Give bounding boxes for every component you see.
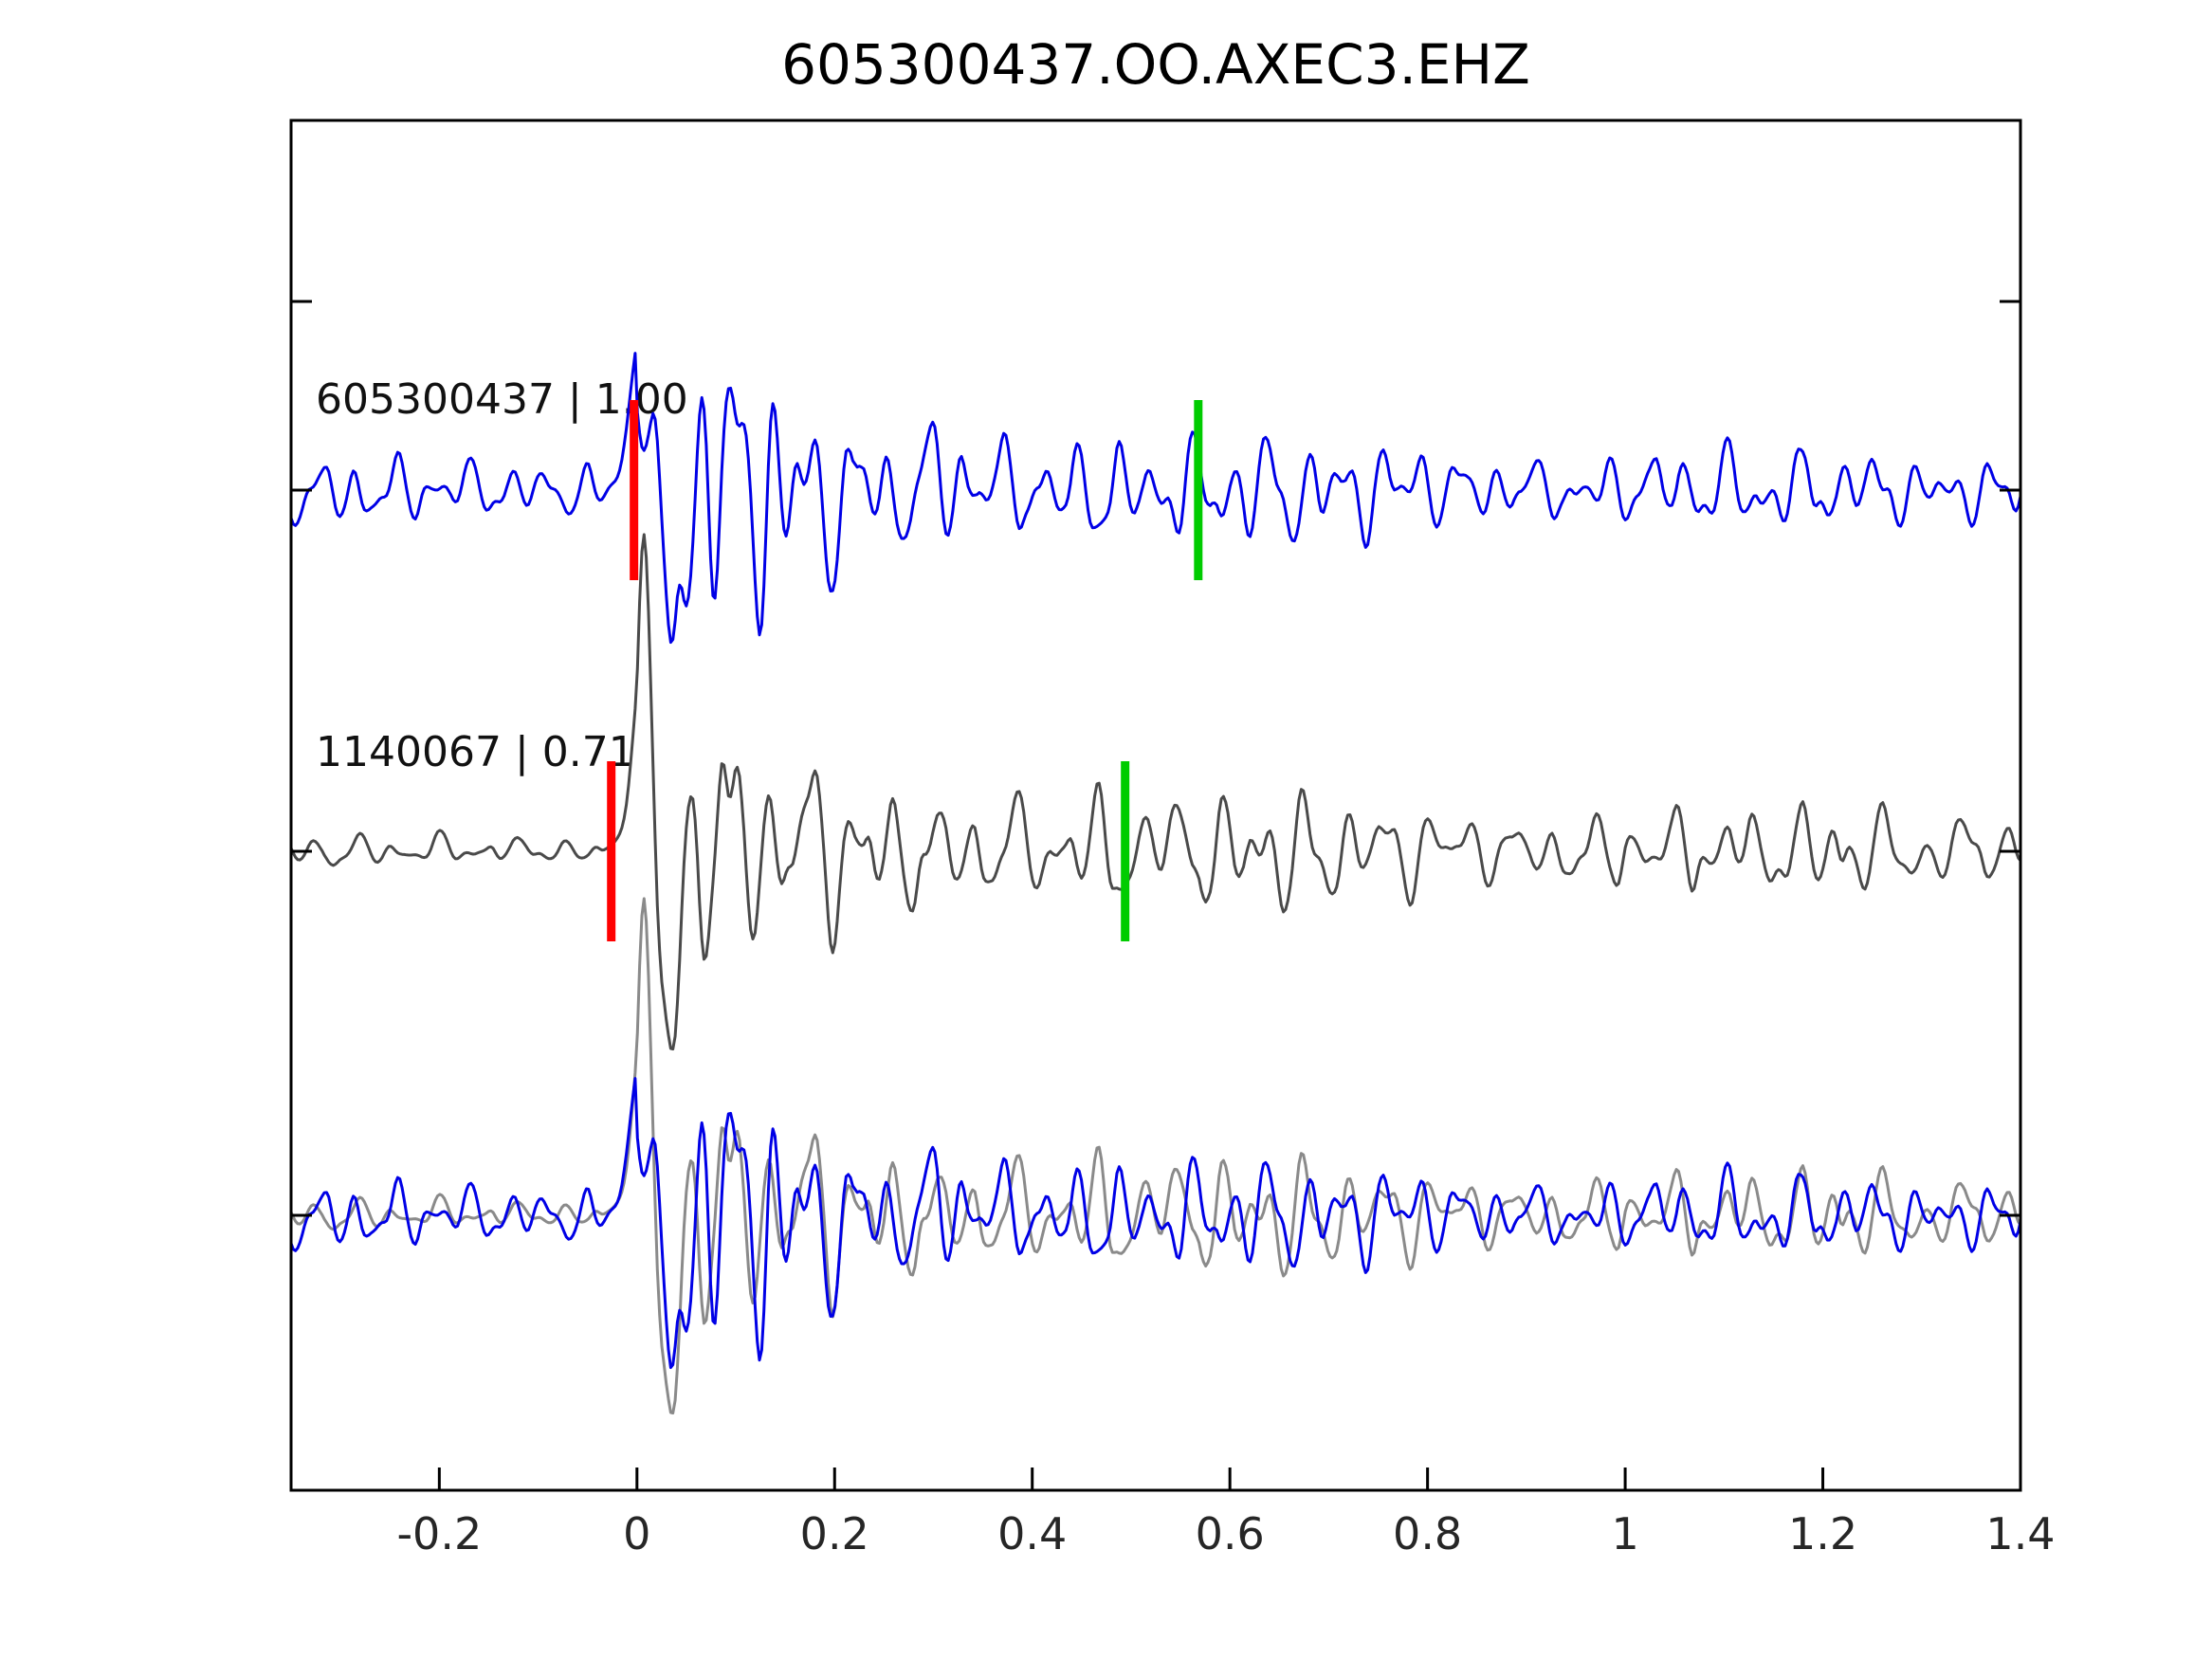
x-tick-label: -0.2 <box>396 1508 482 1559</box>
plot-border <box>289 118 2022 1492</box>
trace-label-detection: 1140067 | 0.71 <box>316 728 635 776</box>
figure-title: 605300437.OO.AXEC3.EHZ <box>781 32 1530 97</box>
x-tick-label: 1.4 <box>1985 1508 2055 1559</box>
x-tick-label: 0.4 <box>997 1508 1067 1559</box>
x-tick-label: 1.2 <box>1788 1508 1857 1559</box>
x-tick-label: 0.2 <box>800 1508 869 1559</box>
waveform-overlay-detection <box>291 897 2020 1415</box>
x-tick-label: 0.6 <box>1196 1508 1265 1559</box>
x-tick-label: 0.8 <box>1393 1508 1462 1559</box>
waveform-overlay-template <box>291 1077 2020 1370</box>
x-tick-label: 0 <box>623 1508 650 1559</box>
waveform-detection <box>291 533 2020 1051</box>
trace-label-template: 605300437 | 1.00 <box>316 375 688 424</box>
x-tick-label: 1 <box>1611 1508 1638 1559</box>
waveform-template <box>291 352 2020 645</box>
